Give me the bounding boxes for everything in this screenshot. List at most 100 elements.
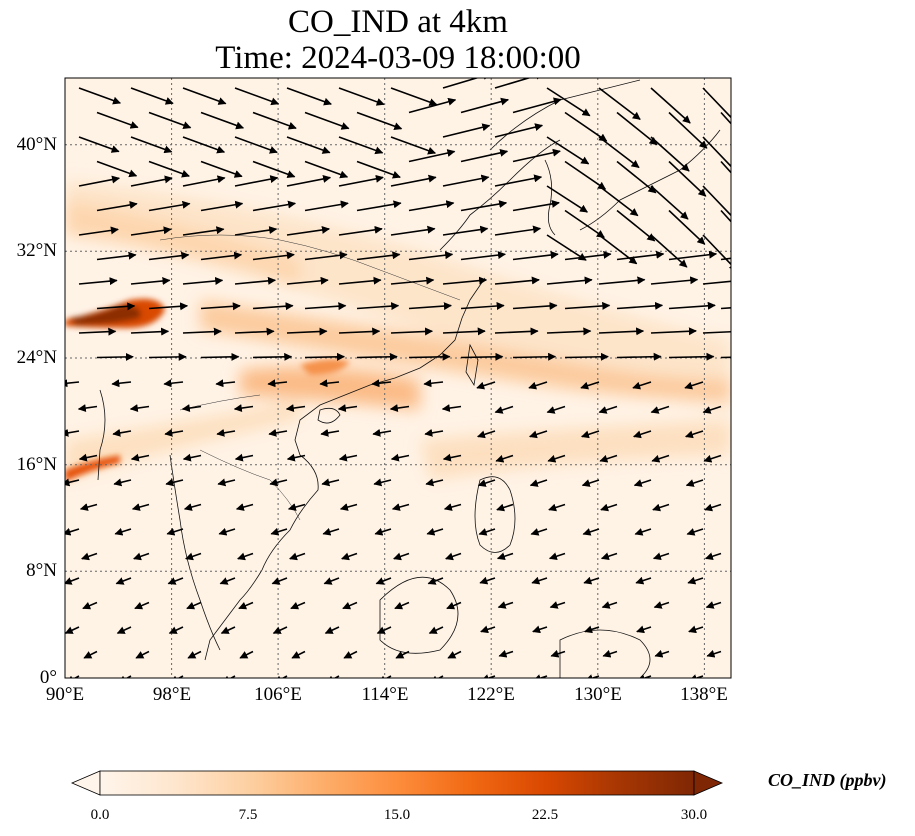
wind-vector — [82, 601, 98, 610]
wind-vector — [65, 675, 80, 678]
wind-vector — [169, 675, 184, 678]
colorbar — [70, 770, 724, 796]
wind-vector — [720, 160, 731, 174]
wind-vector — [426, 527, 444, 536]
wind-vector — [165, 478, 184, 487]
wind-vector — [600, 552, 618, 561]
wind-vector — [496, 552, 514, 561]
wind-vector — [390, 225, 436, 236]
colorbar-label: CO_IND (ppbv) — [768, 770, 887, 790]
wind-vector — [546, 405, 566, 414]
wind-vector — [512, 352, 557, 361]
lat-tick-8n: 8°N — [26, 560, 57, 581]
wind-vector — [321, 478, 340, 487]
wind-vector — [494, 123, 544, 138]
wind-vector — [304, 352, 346, 361]
wind-vector — [237, 552, 254, 561]
wind-vector — [181, 404, 202, 413]
wind-vector — [686, 528, 704, 536]
wind-vector — [532, 674, 548, 678]
wind-vector — [79, 503, 98, 511]
wind-vector — [494, 225, 542, 236]
wind-vector — [112, 428, 132, 437]
lat-tick-24n: 24°N — [16, 347, 57, 368]
wind-vector — [65, 577, 80, 585]
colorbar-tick-0: 0.0 — [90, 807, 110, 823]
wind-vector — [427, 577, 444, 585]
colorbar-tick-30: 30.0 — [680, 807, 708, 823]
wind-vector — [131, 503, 150, 511]
wind-vector — [512, 199, 560, 212]
wind-vector — [668, 250, 718, 261]
wind-vector — [479, 576, 496, 585]
wind-vector — [290, 601, 306, 610]
wind-vector — [116, 626, 132, 634]
wind-vector — [148, 200, 191, 212]
wind-vector — [377, 675, 392, 678]
wind-vector — [390, 174, 437, 187]
lon-tick-98e: 98°E — [152, 684, 192, 705]
wind-vector — [668, 301, 716, 310]
wind-vector — [460, 200, 508, 212]
wind-vector — [200, 200, 244, 212]
lon-tick-138e: 138°E — [680, 684, 728, 705]
wind-vector — [234, 453, 254, 462]
wind-vector — [635, 576, 652, 585]
wind-vector — [289, 552, 306, 561]
wind-vector — [447, 650, 462, 659]
wind-vector — [130, 136, 173, 154]
lon-tick-130e: 130°E — [574, 684, 622, 705]
wind-vector — [531, 576, 548, 585]
wind-vector — [442, 453, 462, 462]
wind-vector — [441, 404, 462, 413]
wind-vector — [342, 601, 358, 610]
wind-vector — [148, 160, 190, 178]
wind-vector — [356, 160, 401, 179]
wind-vector — [338, 453, 358, 462]
wind-vector — [408, 200, 455, 212]
wind-vector — [148, 251, 190, 261]
wind-vector — [598, 234, 638, 265]
wind-vector — [632, 381, 652, 390]
wind-vectors — [65, 78, 731, 678]
wind-vector — [319, 379, 340, 388]
wind-vector — [252, 302, 294, 311]
wind-vector — [182, 276, 224, 285]
wind-vector — [164, 428, 184, 437]
wind-vector — [234, 175, 279, 187]
wind-vector — [338, 174, 384, 187]
wind-vector — [375, 577, 392, 585]
wind-vector — [182, 453, 202, 462]
wind-vector — [356, 111, 403, 131]
wind-vector — [356, 352, 398, 361]
wind-vector — [408, 302, 452, 311]
wind-vector — [477, 430, 496, 439]
wind-vector — [706, 649, 722, 658]
wind-vector — [480, 674, 496, 678]
wind-vector — [668, 209, 706, 245]
wind-vector — [96, 352, 134, 361]
wind-vector — [564, 301, 611, 310]
wind-vector — [480, 625, 496, 634]
wind-vector — [684, 381, 704, 390]
wind-vector — [81, 552, 98, 561]
wind-vector — [650, 276, 699, 285]
wind-vector — [616, 160, 657, 194]
wind-vector — [688, 625, 704, 634]
wind-vector — [96, 251, 137, 261]
wind-vector — [616, 301, 664, 310]
wind-vector — [130, 175, 173, 187]
wind-vector — [460, 251, 506, 261]
wind-vector — [702, 136, 731, 176]
wind-vector — [267, 379, 288, 388]
wind-vector — [460, 302, 505, 311]
wind-vector — [704, 552, 722, 561]
wind-vector — [408, 97, 457, 114]
wind-vector — [304, 251, 348, 261]
wind-vector — [393, 552, 410, 561]
wind-vector — [423, 379, 444, 388]
wind-vector — [704, 503, 722, 512]
wind-vector — [442, 123, 491, 138]
wind-vector — [442, 327, 486, 336]
wind-vector — [390, 87, 438, 106]
